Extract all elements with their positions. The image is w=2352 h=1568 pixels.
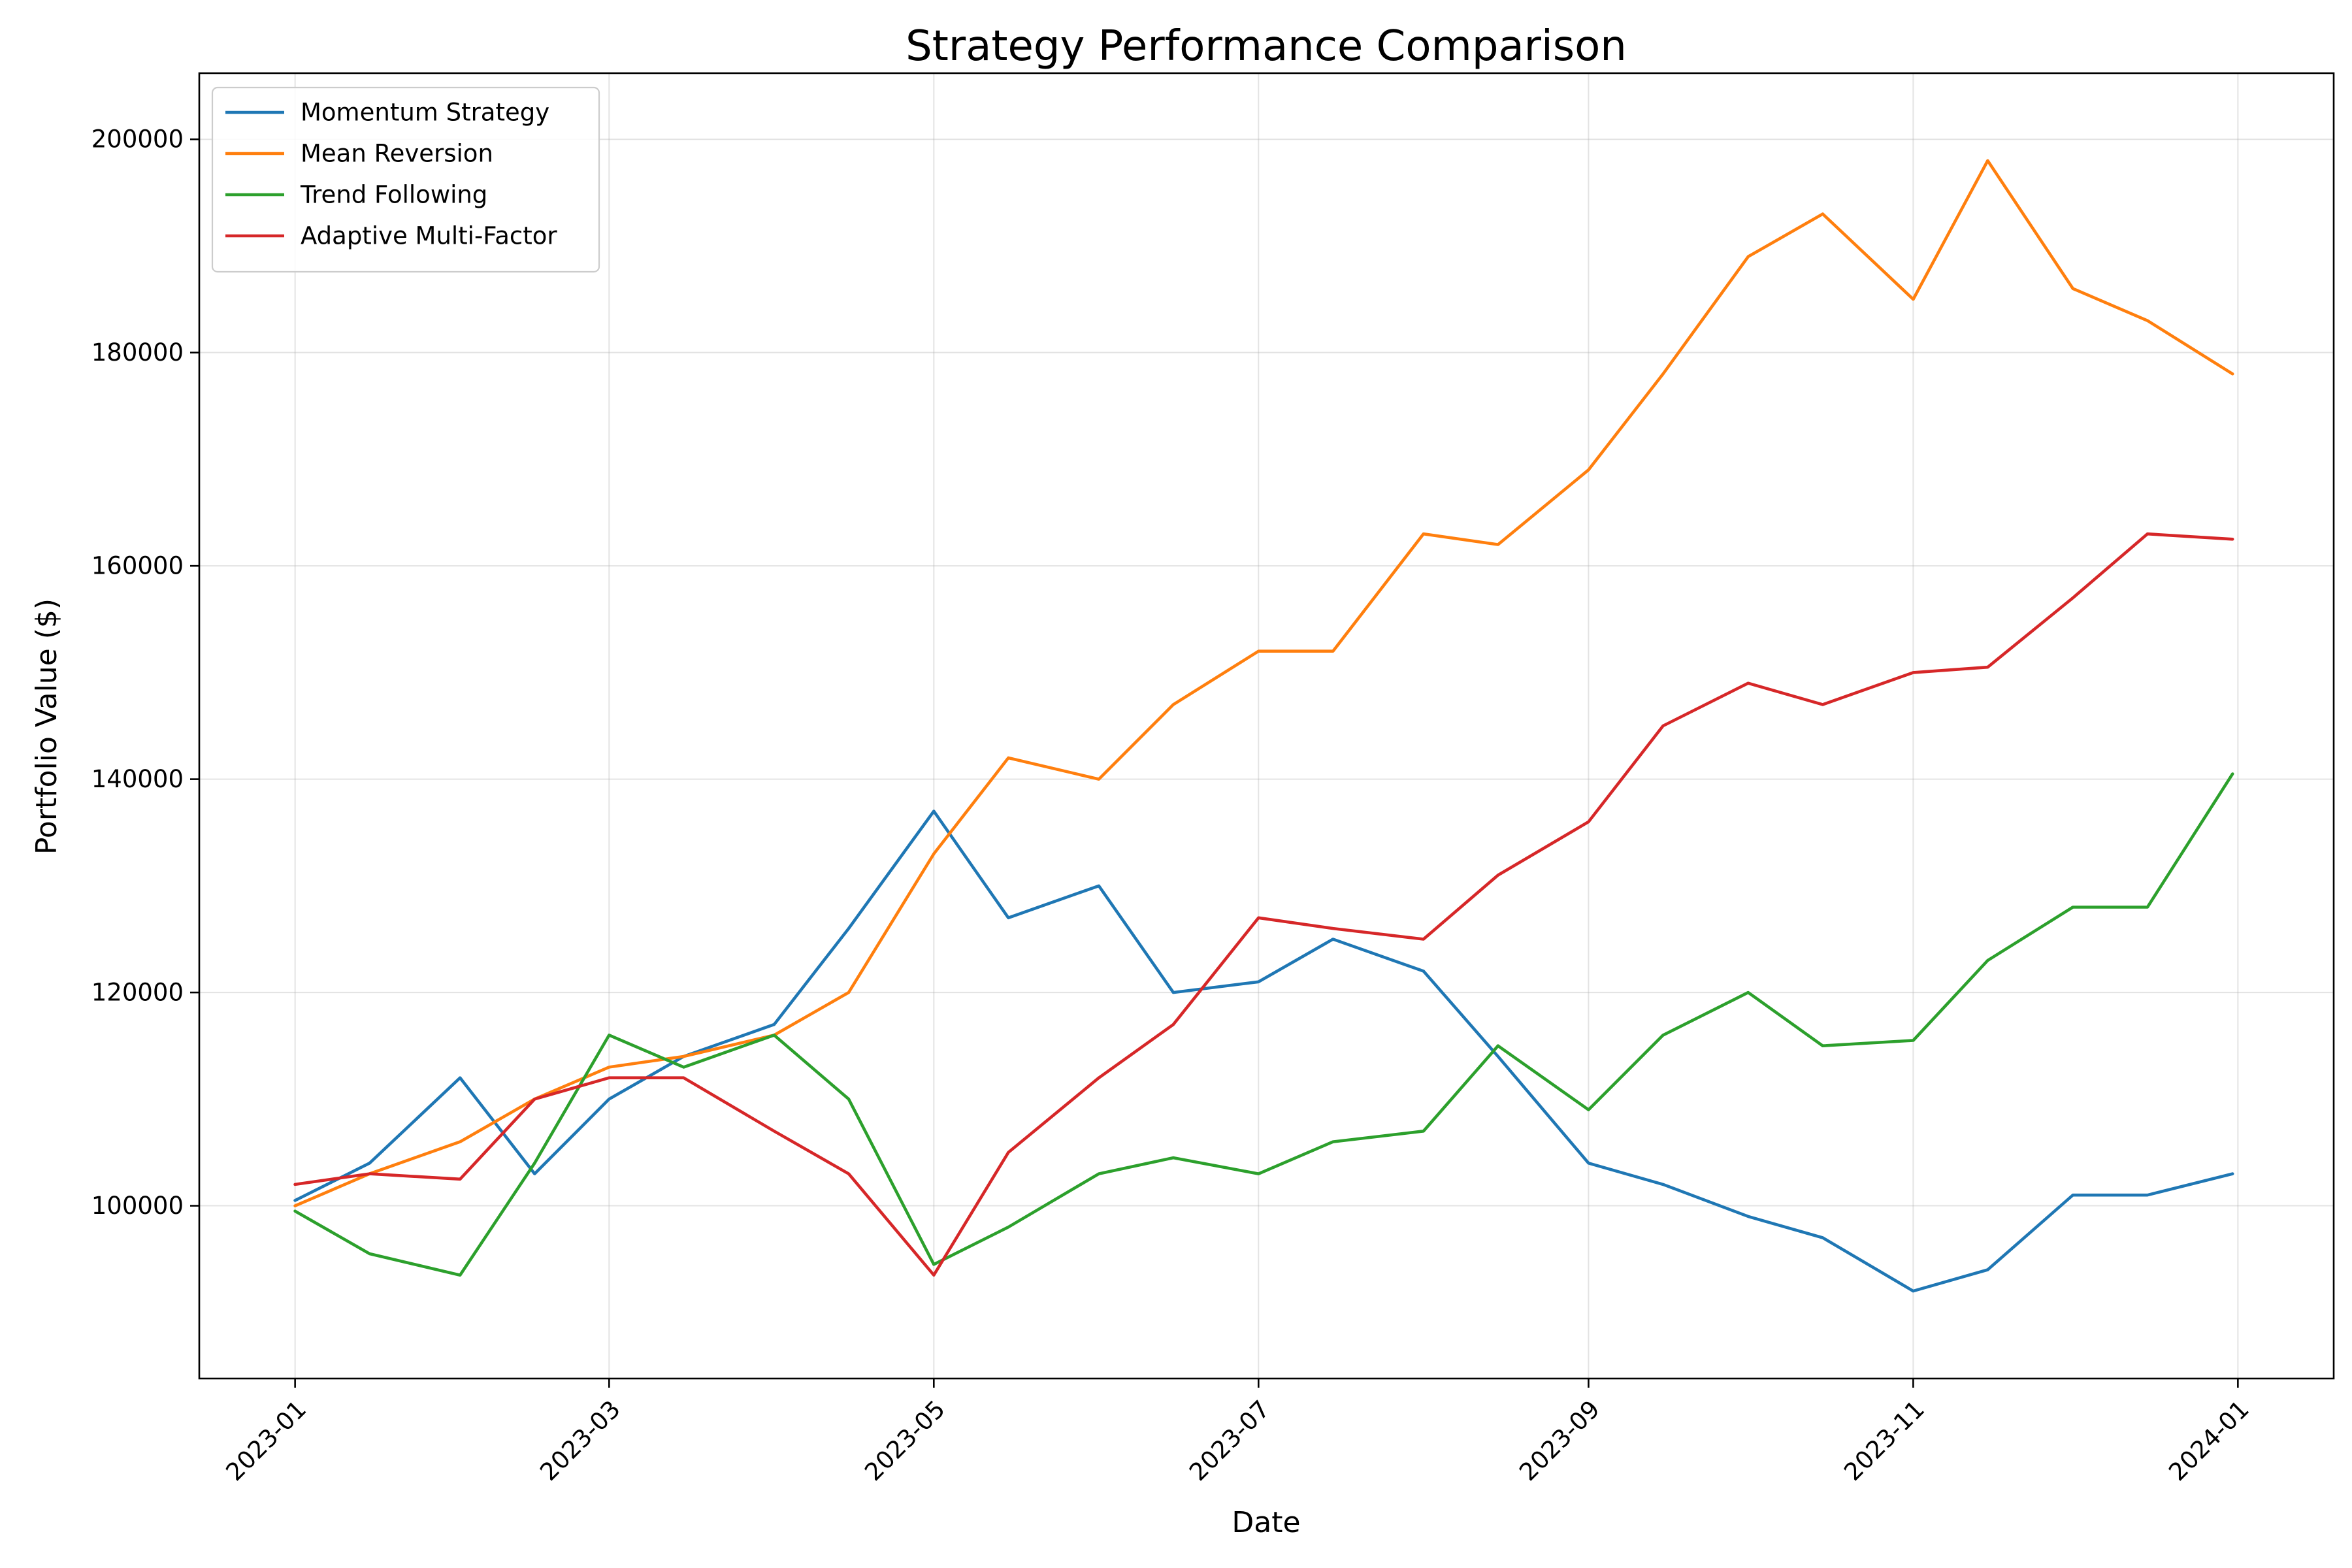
x-axis-label: Date	[1232, 1506, 1300, 1539]
legend: Momentum Strategy Mean Reversion Trend Fol…	[211, 86, 600, 273]
series-line-mean-reversion	[293, 159, 2234, 1207]
plot-area-frame	[198, 72, 2335, 1380]
series-lines	[293, 159, 2234, 1293]
gridlines	[199, 73, 2334, 1379]
legend-box	[211, 86, 600, 273]
y-tick-label: 120000	[91, 979, 184, 1007]
series-line-adaptive-multi-factor	[293, 532, 2234, 1277]
y-axis-ticks: 100000 120000 140000 160000 180000 200000	[91, 125, 199, 1220]
y-tick-label: 160000	[91, 552, 184, 580]
y-axis-label: Portfolio Value ($)	[30, 598, 63, 855]
y-tick-label: 200000	[91, 125, 184, 154]
legend-label-adaptive-multi-factor: Adaptive Multi-Factor	[301, 222, 557, 250]
legend-label-momentum-strategy: Momentum Strategy	[301, 99, 549, 127]
y-tick-label: 140000	[91, 765, 184, 793]
chart-title: Strategy Performance Comparison	[906, 22, 1627, 71]
series-line-trend-following	[293, 772, 2234, 1277]
y-tick-label: 100000	[91, 1192, 184, 1220]
y-tick-label: 180000	[91, 338, 184, 367]
series-line-momentum-strategy	[293, 809, 2234, 1293]
legend-label-mean-reversion: Mean Reversion	[301, 140, 493, 168]
legend-label-trend-following: Trend Following	[300, 181, 487, 209]
